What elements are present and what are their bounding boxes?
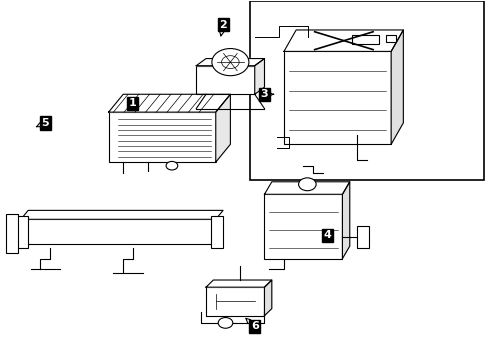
Circle shape bbox=[221, 56, 239, 68]
Circle shape bbox=[218, 318, 233, 328]
Bar bbox=[284, 51, 391, 144]
Bar bbox=[265, 194, 343, 258]
Bar bbox=[206, 287, 265, 316]
Polygon shape bbox=[265, 182, 350, 194]
Bar bbox=[357, 226, 369, 248]
Circle shape bbox=[212, 49, 249, 76]
Bar bbox=[196, 66, 255, 94]
Bar bbox=[211, 216, 223, 248]
Polygon shape bbox=[21, 210, 223, 219]
Text: 2: 2 bbox=[219, 19, 227, 36]
Polygon shape bbox=[216, 94, 230, 162]
Circle shape bbox=[166, 161, 178, 170]
Bar bbox=[6, 214, 19, 253]
Polygon shape bbox=[196, 59, 265, 66]
Text: 3: 3 bbox=[261, 89, 273, 99]
Polygon shape bbox=[109, 94, 230, 112]
Bar bbox=[16, 216, 28, 248]
Polygon shape bbox=[255, 59, 265, 94]
Polygon shape bbox=[206, 280, 272, 287]
Text: 5: 5 bbox=[36, 118, 49, 128]
Polygon shape bbox=[391, 30, 403, 144]
Polygon shape bbox=[284, 30, 403, 51]
Text: 4: 4 bbox=[324, 230, 332, 240]
Polygon shape bbox=[343, 182, 350, 258]
Bar bbox=[109, 112, 216, 162]
Circle shape bbox=[298, 178, 316, 191]
Bar bbox=[21, 219, 216, 244]
Text: 1: 1 bbox=[129, 98, 137, 108]
Bar bbox=[352, 35, 379, 44]
Bar bbox=[250, 1, 484, 180]
Polygon shape bbox=[265, 280, 272, 316]
Text: 6: 6 bbox=[246, 318, 259, 332]
Bar bbox=[386, 35, 396, 42]
